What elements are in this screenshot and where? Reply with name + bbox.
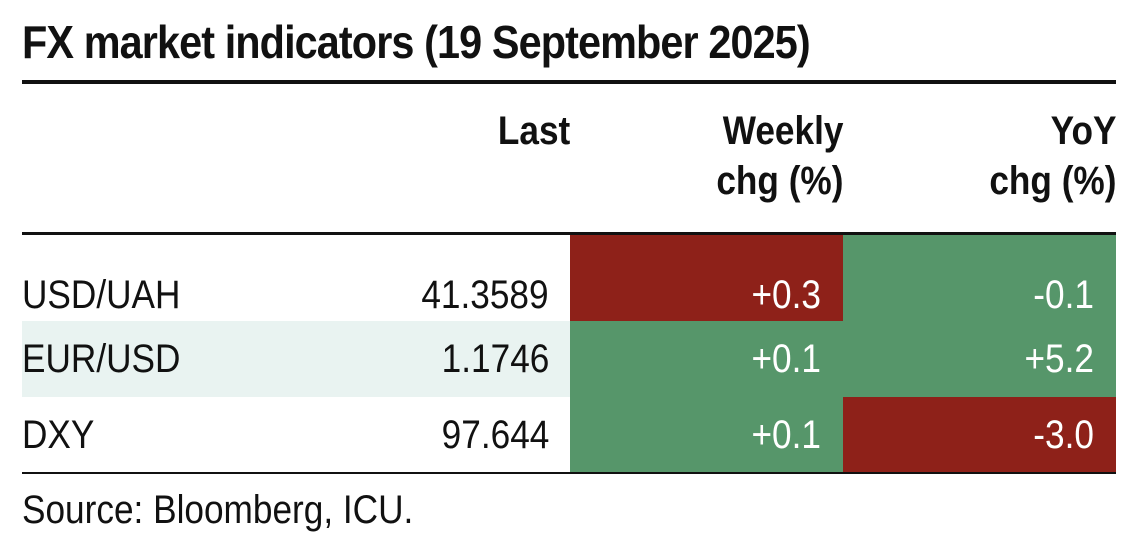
yoy-cell-fill — [843, 397, 1116, 472]
row-pair-label: DXY — [22, 413, 95, 457]
header-yoy: YoY chg (%) — [989, 106, 1116, 206]
header-weekly: Weekly chg (%) — [716, 106, 843, 206]
header-rule — [22, 232, 1116, 235]
table-title: FX market indicators (19 September 2025) — [22, 16, 811, 68]
row-pair-label: EUR/USD — [22, 337, 181, 381]
row-yoy-value: -3.0 — [1033, 413, 1094, 457]
header-weekly-line2: chg (%) — [715, 159, 843, 203]
header-weekly-line1: Weekly — [722, 109, 843, 153]
row-pair-label: USD/UAH — [22, 273, 181, 317]
weekly-cell-fill — [570, 321, 843, 397]
weekly-cell-fill — [570, 397, 843, 472]
top-rule — [22, 80, 1116, 84]
header-last-line1: Last — [497, 109, 570, 153]
row-weekly-value: +0.1 — [751, 337, 821, 381]
header-yoy-line1: YoY — [1050, 109, 1116, 153]
row-yoy-value: +5.2 — [1024, 337, 1094, 381]
bottom-rule — [22, 472, 1116, 474]
row-yoy-value: -0.1 — [1033, 273, 1094, 317]
yoy-cell-fill — [843, 235, 1116, 321]
alt-row-background — [22, 321, 570, 397]
header-last: Last — [498, 106, 570, 156]
yoy-cell-fill — [843, 321, 1116, 397]
row-last-value: 1.1746 — [441, 337, 549, 381]
weekly-cell-fill — [570, 235, 843, 321]
row-last-value: 41.3589 — [421, 273, 549, 317]
row-weekly-value: +0.3 — [751, 273, 821, 317]
row-last-value: 97.644 — [441, 413, 549, 457]
source-note: Source: Bloomberg, ICU. — [22, 488, 414, 532]
row-weekly-value: +0.1 — [751, 413, 821, 457]
header-yoy-line2: chg (%) — [988, 159, 1116, 203]
